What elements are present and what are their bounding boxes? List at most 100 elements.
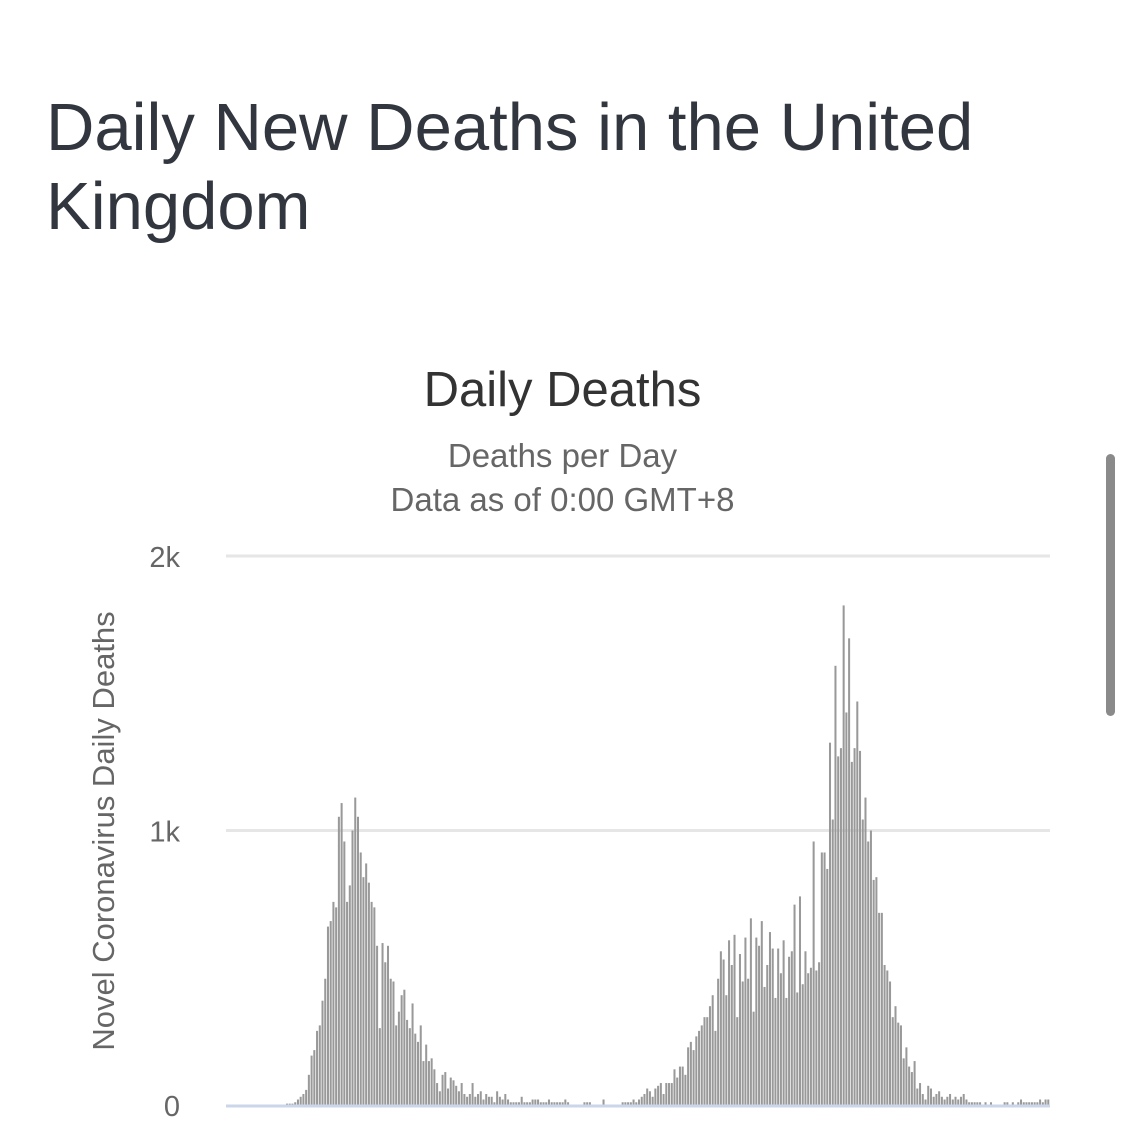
daily-death-bar[interactable]	[826, 868, 829, 1105]
daily-death-bar[interactable]	[815, 970, 818, 1106]
daily-death-bar[interactable]	[632, 1099, 635, 1105]
daily-death-bar[interactable]	[1041, 1102, 1044, 1105]
daily-death-bar[interactable]	[954, 1096, 957, 1105]
daily-death-bar[interactable]	[758, 945, 761, 1105]
daily-death-bar[interactable]	[528, 1102, 531, 1105]
daily-death-bar[interactable]	[706, 1017, 709, 1105]
daily-death-bar[interactable]	[785, 997, 788, 1105]
daily-death-bar[interactable]	[938, 1091, 941, 1105]
daily-death-bar[interactable]	[801, 984, 804, 1105]
daily-death-bar[interactable]	[984, 1102, 987, 1105]
daily-death-bar[interactable]	[466, 1096, 469, 1105]
daily-death-bar[interactable]	[979, 1102, 982, 1105]
daily-death-bar[interactable]	[924, 1099, 927, 1105]
daily-death-bar[interactable]	[768, 932, 771, 1105]
daily-death-bar[interactable]	[908, 1066, 911, 1105]
daily-death-bar[interactable]	[834, 665, 837, 1105]
daily-death-bar[interactable]	[438, 1091, 441, 1105]
daily-death-bar[interactable]	[722, 959, 725, 1105]
daily-death-bar[interactable]	[558, 1102, 561, 1105]
daily-death-bar[interactable]	[471, 1083, 474, 1105]
daily-death-bar[interactable]	[889, 981, 892, 1105]
daily-death-bar[interactable]	[457, 1091, 460, 1105]
daily-death-bar[interactable]	[455, 1085, 458, 1105]
daily-death-bar[interactable]	[400, 995, 403, 1105]
daily-death-bar[interactable]	[905, 1047, 908, 1105]
daily-death-bar[interactable]	[547, 1099, 550, 1105]
daily-death-bar[interactable]	[509, 1102, 512, 1105]
daily-death-bar[interactable]	[365, 863, 368, 1105]
daily-death-bar[interactable]	[531, 1099, 534, 1105]
daily-death-bar[interactable]	[741, 981, 744, 1105]
daily-death-bar[interactable]	[490, 1096, 493, 1105]
daily-death-bar[interactable]	[1047, 1099, 1050, 1105]
daily-death-bar[interactable]	[965, 1099, 968, 1105]
daily-death-bar[interactable]	[335, 907, 338, 1105]
daily-death-bar[interactable]	[689, 1041, 692, 1105]
daily-death-bar[interactable]	[534, 1099, 537, 1105]
daily-death-bar[interactable]	[629, 1102, 632, 1105]
daily-death-bar[interactable]	[670, 1083, 673, 1105]
daily-death-bar[interactable]	[406, 1019, 409, 1105]
daily-death-bar[interactable]	[367, 882, 370, 1105]
daily-death-bar[interactable]	[441, 1074, 444, 1105]
daily-death-bar[interactable]	[395, 1025, 398, 1105]
daily-death-bar[interactable]	[646, 1088, 649, 1105]
daily-death-bar[interactable]	[891, 1017, 894, 1105]
daily-death-bar[interactable]	[902, 1058, 905, 1105]
daily-death-bar[interactable]	[949, 1094, 952, 1105]
daily-death-bar[interactable]	[1044, 1099, 1047, 1105]
daily-death-bar[interactable]	[359, 852, 362, 1105]
daily-death-bar[interactable]	[384, 962, 387, 1105]
daily-death-bar[interactable]	[749, 918, 752, 1105]
daily-death-bar[interactable]	[425, 1044, 428, 1105]
daily-death-bar[interactable]	[823, 852, 826, 1105]
daily-death-bar[interactable]	[839, 748, 842, 1105]
daily-death-bar[interactable]	[872, 879, 875, 1105]
daily-death-bar[interactable]	[946, 1096, 949, 1105]
daily-death-bar[interactable]	[927, 1085, 930, 1105]
daily-death-bar[interactable]	[845, 712, 848, 1105]
daily-death-bar[interactable]	[662, 1094, 665, 1105]
daily-death-bar[interactable]	[777, 948, 780, 1105]
daily-death-bar[interactable]	[586, 1102, 589, 1105]
daily-death-bar[interactable]	[728, 940, 731, 1105]
daily-death-bar[interactable]	[414, 1033, 417, 1105]
daily-death-bar[interactable]	[976, 1102, 979, 1105]
daily-death-bar[interactable]	[373, 907, 376, 1105]
daily-death-bar[interactable]	[869, 830, 872, 1106]
daily-death-bar[interactable]	[332, 901, 335, 1105]
daily-death-bar[interactable]	[324, 978, 327, 1105]
daily-death-bar[interactable]	[883, 965, 886, 1105]
daily-death-bar[interactable]	[867, 841, 870, 1105]
daily-death-bar[interactable]	[790, 951, 793, 1105]
daily-death-bar[interactable]	[747, 978, 750, 1105]
daily-death-bar[interactable]	[989, 1102, 992, 1105]
daily-death-bar[interactable]	[354, 797, 357, 1105]
daily-death-bar[interactable]	[899, 1025, 902, 1105]
daily-death-bar[interactable]	[520, 1096, 523, 1105]
daily-death-bar[interactable]	[403, 989, 406, 1105]
daily-death-bar[interactable]	[665, 1083, 668, 1105]
daily-death-bar[interactable]	[351, 830, 354, 1106]
daily-death-bar[interactable]	[567, 1102, 570, 1105]
daily-death-bar[interactable]	[676, 1077, 679, 1105]
daily-death-bar[interactable]	[932, 1096, 935, 1105]
daily-death-bar[interactable]	[419, 1025, 422, 1105]
daily-death-bar[interactable]	[771, 948, 774, 1105]
daily-death-bar[interactable]	[561, 1102, 564, 1105]
daily-death-bar[interactable]	[416, 1041, 420, 1105]
daily-death-bar[interactable]	[316, 1030, 319, 1105]
daily-death-bar[interactable]	[430, 1058, 433, 1105]
daily-death-bar[interactable]	[408, 1028, 411, 1105]
daily-death-bar[interactable]	[929, 1088, 932, 1105]
daily-death-bar[interactable]	[463, 1094, 466, 1105]
daily-death-bar[interactable]	[496, 1091, 499, 1105]
daily-death-bar[interactable]	[485, 1094, 488, 1105]
daily-death-bar[interactable]	[850, 761, 853, 1106]
daily-death-bar[interactable]	[698, 1030, 701, 1105]
daily-death-bar[interactable]	[343, 841, 346, 1105]
daily-death-bar[interactable]	[627, 1102, 630, 1105]
daily-death-bar[interactable]	[468, 1094, 471, 1105]
daily-death-bar[interactable]	[498, 1096, 501, 1105]
